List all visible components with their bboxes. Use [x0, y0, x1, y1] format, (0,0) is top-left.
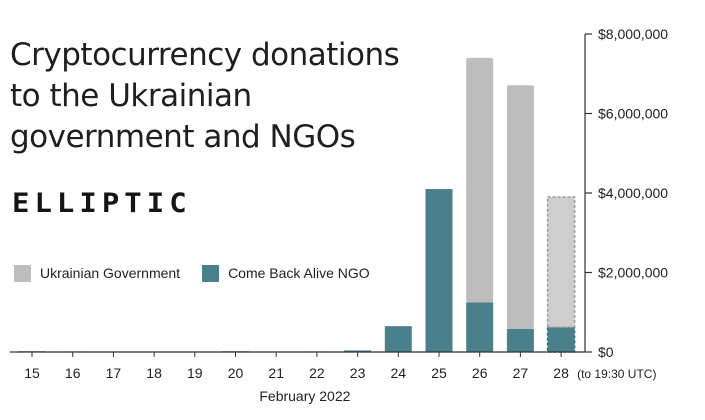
x-tick-label-19: 19	[187, 365, 203, 381]
y-tick-label-2: $4,000,000	[598, 185, 668, 201]
chart-title-line-3: government and NGOs	[10, 119, 356, 155]
legend-swatch-government	[14, 264, 31, 282]
chart-title-line-1: Cryptocurrency donations	[10, 37, 400, 73]
legend-label-government: Ukrainian Government	[40, 265, 181, 281]
bar-ngo-27	[506, 328, 534, 352]
bar-ngo-28	[546, 326, 576, 353]
x-tick-label-27: 27	[513, 365, 529, 381]
legend-item-ngo: Come Back Alive NGO	[202, 264, 370, 282]
x-tick-label-25: 25	[431, 365, 447, 381]
x-tick-label-17: 17	[106, 365, 122, 381]
bar-government-27	[506, 85, 534, 329]
bar-ngo-23	[344, 350, 372, 352]
legend-item-government: Ukrainian Government	[14, 264, 181, 282]
x-tick-label-28: 28	[553, 365, 569, 381]
x-tick-label-21: 21	[268, 365, 284, 381]
x-tick-label-23: 23	[350, 365, 366, 381]
y-tick-label-4: $8,000,000	[598, 26, 668, 42]
chart-title: Cryptocurrency donations to the Ukrainia…	[10, 35, 450, 158]
chart-title-line-2: to the Ukrainian	[10, 78, 252, 114]
bar-ngo-25	[425, 189, 453, 352]
x-tick-label-18: 18	[146, 365, 162, 381]
x-tick-label-20: 20	[228, 365, 244, 381]
legend: Ukrainian Government Come Back Alive NGO	[14, 263, 392, 283]
x-tick-note: (to 19:30 UTC)	[577, 367, 656, 381]
x-axis-label: February 2022	[259, 388, 350, 404]
x-tick-label-15: 15	[24, 365, 40, 381]
bar-ngo-26	[466, 302, 494, 352]
y-tick-label-1: $2,000,000	[598, 265, 668, 281]
x-tick-label-26: 26	[472, 365, 488, 381]
x-tick-label-16: 16	[65, 365, 81, 381]
legend-label-ngo: Come Back Alive NGO	[228, 265, 370, 281]
bar-government-26	[466, 57, 494, 303]
x-tick-label-24: 24	[391, 365, 407, 381]
axes-group: 15 16 17 18 19 20 21 22 23 24 25 26 27 28 (to 19:30 UT…	[10, 26, 668, 404]
bar-ngo-24	[384, 326, 412, 352]
bars-group	[18, 57, 576, 353]
y-tick-label-3: $6,000,000	[598, 106, 668, 122]
bar-government-28	[546, 196, 576, 329]
x-tick-label-22: 22	[309, 365, 325, 381]
elliptic-logo: ELLIPTIC	[12, 187, 192, 219]
legend-swatch-ngo	[202, 264, 220, 282]
y-tick-label-0: $0	[598, 344, 614, 360]
